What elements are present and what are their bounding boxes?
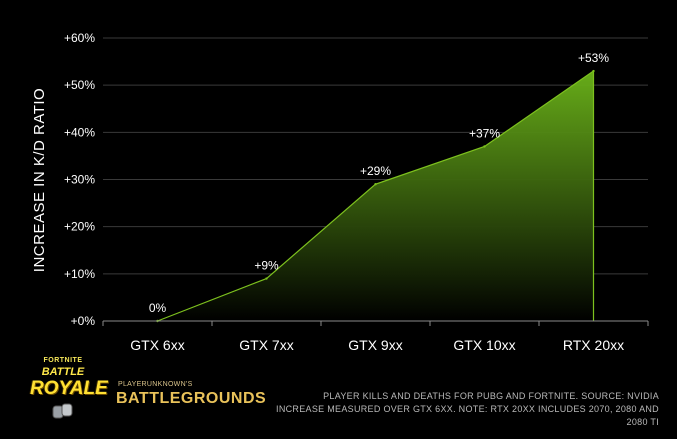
pubg-logo-small-text: PLAYERUNKNOWN'S bbox=[118, 381, 193, 388]
data-label-1: +9% bbox=[254, 259, 279, 273]
y-tick-labels: +0% +10% +20% +30% +40% +50% +60% bbox=[64, 31, 95, 328]
data-point-1 bbox=[265, 277, 268, 280]
y-tick-label-3: +30% bbox=[64, 173, 95, 187]
y-tick-label-1: +10% bbox=[64, 267, 95, 281]
area-layer bbox=[156, 69, 595, 323]
data-label-0: 0% bbox=[149, 301, 167, 315]
fortnite-logo-small-text: FORTNITE bbox=[43, 357, 83, 364]
y-tick-label-6: +60% bbox=[64, 31, 95, 45]
footnote-line2: INCREASE MEASURED OVER GTX 6XX. NOTE: RT… bbox=[276, 404, 659, 427]
data-label-3: +37% bbox=[469, 126, 500, 140]
x-tick-label-3: GTX 10xx bbox=[453, 337, 515, 353]
footnote: PLAYER KILLS AND DEATHS FOR PUBG AND FOR… bbox=[259, 390, 659, 429]
x-tick-label-4: RTX 20xx bbox=[563, 337, 624, 353]
pubg-logo-main-text: BATTLEGROUNDS bbox=[116, 390, 267, 407]
y-tick-label-2: +20% bbox=[64, 220, 95, 234]
pubg-battlegrounds-logo: PLAYERUNKNOWN'S BATTLEGROUNDS bbox=[116, 381, 266, 411]
x-tick-label-0: GTX 6xx bbox=[130, 337, 184, 353]
data-label-2: +29% bbox=[360, 164, 391, 178]
y-tick-label-0: +0% bbox=[71, 314, 96, 328]
x-tick-label-1: GTX 7xx bbox=[239, 337, 293, 353]
fortnite-logo-line2: ROYALE bbox=[30, 378, 108, 399]
y-tick-label-4: +40% bbox=[64, 125, 95, 139]
footnote-line1: PLAYER KILLS AND DEATHS FOR PUBG AND FOR… bbox=[323, 391, 659, 401]
fortnite-logo-line1: BATTLE bbox=[41, 366, 85, 378]
x-tick-label-2: GTX 9xx bbox=[348, 337, 402, 353]
data-point-3 bbox=[483, 145, 486, 148]
fortnite-battle-royale-logo: FORTNITE BATTLE ROYALE bbox=[30, 357, 108, 423]
x-tick-labels: GTX 6xx GTX 7xx GTX 9xx GTX 10xx RTX 20xx bbox=[130, 337, 624, 353]
area-fill bbox=[157, 71, 594, 322]
y-tick-label-5: +50% bbox=[64, 78, 95, 92]
data-label-4: +53% bbox=[578, 51, 609, 65]
data-point-2 bbox=[374, 183, 377, 186]
data-point-4 bbox=[592, 69, 595, 73]
axes bbox=[102, 320, 649, 326]
y-axis-label: INCREASE IN K/D RATIO bbox=[31, 88, 48, 272]
data-labels: 0% +9% +29% +37% +53% bbox=[149, 51, 610, 315]
dog-tags-icon bbox=[52, 403, 73, 419]
